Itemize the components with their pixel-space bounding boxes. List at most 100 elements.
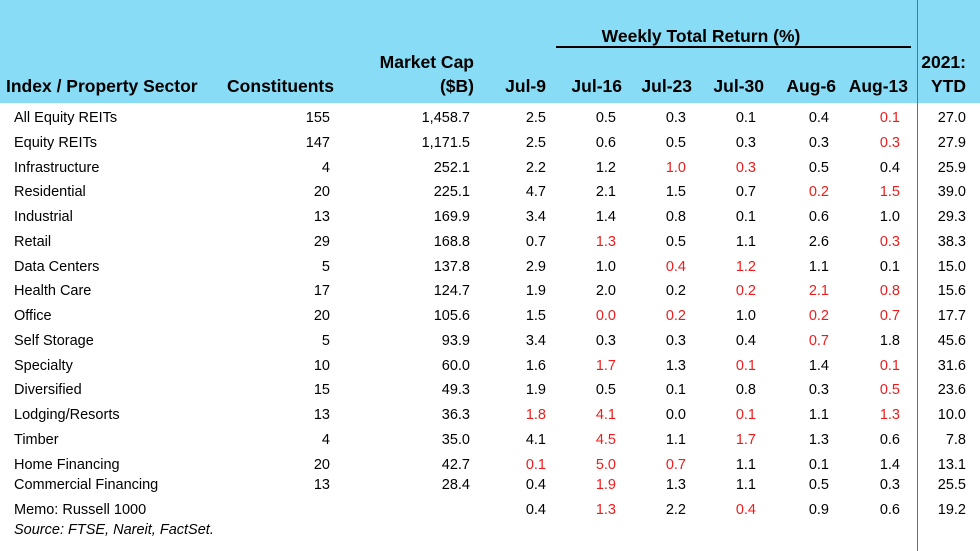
row-weekly-return: 1.3: [665, 358, 686, 374]
row-weekly-return: 0.1: [879, 259, 900, 275]
row-weekly-return: 1.1: [735, 477, 756, 493]
row-weekly-return: 0.8: [879, 283, 900, 299]
table-row: All Equity REITs 155 1,458.7 2.5 0.5 0.3 0.1 0.…: [0, 106, 980, 130]
row-weekly-return: 0.3: [879, 234, 900, 250]
table-row: Commercial Financing 13 28.4 0.4 1.9 1.3 1.1 0.…: [0, 473, 980, 497]
row-weekly-return: 0.5: [808, 160, 829, 176]
table-row: Equity REITs 147 1,171.5 2.5 0.6 0.5 0.3 0.3 0.3…: [0, 131, 980, 155]
source-note: Source: FTSE, Nareit, FactSet.: [14, 522, 214, 538]
row-weekly-return: 0.7: [665, 457, 686, 473]
row-market-cap: 28.4: [441, 477, 470, 493]
header-constituents: Constituents: [227, 76, 334, 96]
row-ytd-return: 10.0: [937, 407, 966, 423]
header-ytd-line1: 2021:: [921, 52, 966, 72]
row-weekly-return: 1.5: [665, 184, 686, 200]
row-constituents: 20: [313, 184, 330, 200]
row-market-cap: 169.9: [433, 209, 470, 225]
row-weekly-return: 0.5: [808, 477, 829, 493]
row-sector-name: Lodging/Resorts: [14, 407, 120, 423]
row-constituents: 147: [305, 135, 330, 151]
row-weekly-return: 0.0: [665, 407, 686, 423]
row-market-cap: 35.0: [441, 432, 470, 448]
row-weekly-return: 0.2: [735, 283, 756, 299]
row-weekly-return: 1.7: [595, 358, 616, 374]
row-ytd-return: 38.3: [937, 234, 966, 250]
row-weekly-return: 0.9: [808, 502, 829, 518]
row-weekly-return: 0.6: [595, 135, 616, 151]
row-weekly-return: 0.1: [735, 209, 756, 225]
row-weekly-return: 0.2: [808, 184, 829, 200]
row-weekly-return: 1.3: [595, 502, 616, 518]
row-ytd-return: 15.0: [937, 259, 966, 275]
row-weekly-return: 1.3: [595, 234, 616, 250]
row-weekly-return: 1.4: [879, 457, 900, 473]
row-market-cap: 168.8: [433, 234, 470, 250]
row-weekly-return: 0.8: [665, 209, 686, 225]
row-ytd-return: 27.0: [937, 110, 966, 126]
row-weekly-return: 1.3: [808, 432, 829, 448]
row-weekly-return: 1.4: [595, 209, 616, 225]
row-weekly-return: 1.5: [879, 184, 900, 200]
row-weekly-return: 0.7: [735, 184, 756, 200]
table-row: Data Centers 5 137.8 2.9 1.0 0.4 1.2 1.1 0.1 15.0: [0, 255, 980, 279]
table-row: Home Financing 20 42.7 0.1 5.0 0.7 1.1 0.1 1.4 13…: [0, 453, 980, 477]
row-weekly-return: 1.7: [735, 432, 756, 448]
table-row: Self Storage 5 93.9 3.4 0.3 0.3 0.4 0.7 1.8 45.6: [0, 329, 980, 353]
row-weekly-return: 1.4: [808, 358, 829, 374]
row-weekly-return: 0.4: [879, 160, 900, 176]
row-market-cap: 105.6: [433, 308, 470, 324]
row-weekly-return: 0.3: [879, 135, 900, 151]
row-sector-name: Office: [14, 308, 52, 324]
row-ytd-return: 31.6: [937, 358, 966, 374]
row-weekly-return: 1.1: [808, 407, 829, 423]
row-weekly-return: 0.1: [525, 457, 546, 473]
row-weekly-return: 0.3: [665, 110, 686, 126]
row-sector-name: Infrastructure: [14, 160, 100, 176]
row-weekly-return: 0.5: [665, 234, 686, 250]
table-row: Lodging/Resorts 13 36.3 1.8 4.1 0.0 0.1 1.1 1.3 1…: [0, 403, 980, 427]
row-weekly-return: 0.4: [735, 333, 756, 349]
row-constituents: 13: [313, 407, 330, 423]
row-constituents: 5: [321, 259, 330, 275]
row-market-cap: 36.3: [441, 407, 470, 423]
header-week-jul-16: Jul-16: [571, 76, 622, 96]
header-week-jul-9: Jul-9: [505, 76, 546, 96]
row-weekly-return: 0.1: [735, 407, 756, 423]
row-weekly-return: 0.6: [879, 432, 900, 448]
weekly-return-underline: [556, 46, 911, 48]
row-weekly-return: 2.9: [525, 259, 546, 275]
row-weekly-return: 1.9: [595, 477, 616, 493]
table-row: Health Care 17 124.7 1.9 2.0 0.2 0.2 2.1 0.8 15.6: [0, 279, 980, 303]
row-weekly-return: 0.3: [665, 333, 686, 349]
row-weekly-return: 0.7: [808, 333, 829, 349]
row-market-cap: 60.0: [441, 358, 470, 374]
row-ytd-return: 27.9: [937, 135, 966, 151]
row-sector-name: Home Financing: [14, 457, 120, 473]
row-weekly-return: 4.1: [595, 407, 616, 423]
row-weekly-return: 1.8: [879, 333, 900, 349]
row-weekly-return: 0.7: [525, 234, 546, 250]
row-weekly-return: 0.6: [808, 209, 829, 225]
row-weekly-return: 1.2: [735, 259, 756, 275]
row-weekly-return: 1.1: [735, 457, 756, 473]
row-weekly-return: 5.0: [595, 457, 616, 473]
table-row: Retail 29 168.8 0.7 1.3 0.5 1.1 2.6 0.3 38.3: [0, 230, 980, 254]
row-constituents: 13: [313, 209, 330, 225]
row-constituents: 155: [305, 110, 330, 126]
row-ytd-return: 23.6: [937, 382, 966, 398]
row-ytd-return: 29.3: [937, 209, 966, 225]
table-row: Memo: Russell 1000 0.4 1.3 2.2 0.4 0.9 0.6 19.2: [0, 498, 980, 522]
row-weekly-return: 0.4: [808, 110, 829, 126]
row-ytd-return: 25.9: [937, 160, 966, 176]
row-weekly-return: 1.1: [665, 432, 686, 448]
table-row: Office 20 105.6 1.5 0.0 0.2 1.0 0.2 0.7 17.7: [0, 304, 980, 328]
row-sector-name: Commercial Financing: [14, 477, 159, 493]
header-weekly-total-return: Weekly Total Return (%): [601, 26, 801, 46]
row-constituents: 20: [313, 308, 330, 324]
row-sector-name: Data Centers: [14, 259, 100, 275]
table-row: Industrial 13 169.9 3.4 1.4 0.8 0.1 0.6 1.0 29.3: [0, 205, 980, 229]
row-sector-name: Diversified: [14, 382, 82, 398]
row-weekly-return: 0.1: [735, 110, 756, 126]
row-weekly-return: 1.0: [595, 259, 616, 275]
row-weekly-return: 2.2: [525, 160, 546, 176]
